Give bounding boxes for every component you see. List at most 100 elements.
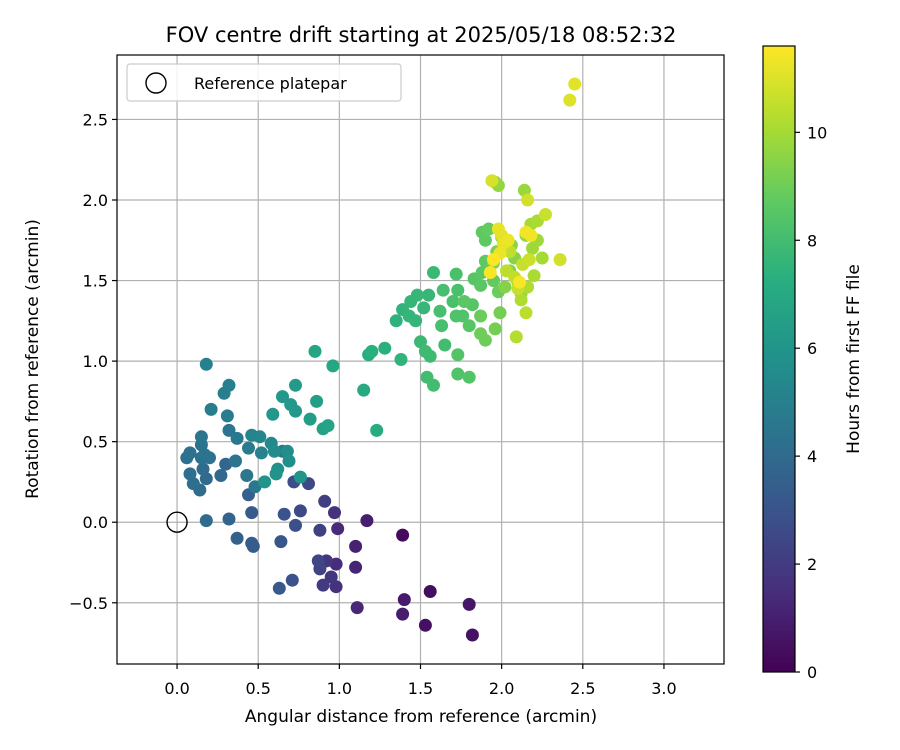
data-point xyxy=(433,304,447,318)
data-point xyxy=(513,275,526,289)
data-point xyxy=(427,266,440,279)
data-point xyxy=(204,402,218,416)
data-point xyxy=(248,480,262,494)
y-tick-label: 1.5 xyxy=(83,272,108,291)
data-point xyxy=(289,378,302,392)
data-point xyxy=(360,514,374,528)
data-point xyxy=(521,193,535,207)
data-point xyxy=(222,512,236,526)
data-point xyxy=(324,570,338,584)
data-point xyxy=(289,518,302,532)
data-point xyxy=(280,444,294,458)
data-point xyxy=(482,222,496,236)
data-point xyxy=(396,607,410,621)
colorbar-tick-label: 6 xyxy=(807,339,817,358)
data-point xyxy=(519,306,533,320)
data-point xyxy=(349,560,363,574)
data-point xyxy=(417,301,431,315)
data-point xyxy=(196,462,210,476)
data-point xyxy=(220,409,234,423)
data-point xyxy=(230,431,244,445)
plot-area xyxy=(116,54,725,665)
data-point xyxy=(389,314,403,328)
data-point xyxy=(219,457,233,471)
data-point xyxy=(418,618,432,632)
x-tick-label: 0.5 xyxy=(245,679,270,698)
data-point xyxy=(222,423,236,437)
data-point xyxy=(274,535,288,549)
data-point xyxy=(370,423,384,437)
data-point xyxy=(456,309,470,323)
legend: Reference platepar xyxy=(126,63,402,102)
data-point xyxy=(553,253,567,267)
data-point xyxy=(229,454,242,468)
legend-marker-reference xyxy=(145,72,167,94)
data-point xyxy=(474,309,488,323)
data-point xyxy=(313,523,327,537)
data-point xyxy=(269,467,283,481)
data-point xyxy=(527,269,541,283)
data-point xyxy=(349,539,363,553)
data-point xyxy=(449,267,463,281)
data-point xyxy=(254,446,268,460)
y-axis-ticks: −0.5 0.0 0.5 1.0 1.5 2.0 2.5 xyxy=(69,110,117,613)
data-point xyxy=(203,451,216,465)
data-point xyxy=(277,507,291,521)
data-point xyxy=(285,573,299,587)
data-point xyxy=(245,536,259,550)
data-point xyxy=(465,628,479,642)
x-tick-label: 2.5 xyxy=(570,679,595,698)
x-tick-label: 1.0 xyxy=(327,679,352,698)
data-point xyxy=(331,522,345,536)
data-point xyxy=(423,349,437,363)
data-point xyxy=(293,470,307,484)
data-point xyxy=(396,528,410,542)
data-point xyxy=(522,253,536,267)
data-point xyxy=(451,283,465,297)
data-point xyxy=(491,222,505,236)
data-point xyxy=(245,506,259,520)
data-point xyxy=(303,412,317,426)
data-point xyxy=(524,228,538,242)
data-point xyxy=(240,469,254,482)
data-point xyxy=(267,444,281,458)
x-axis-label: Angular distance from reference (arcmin) xyxy=(245,707,597,727)
data-point xyxy=(451,367,465,381)
x-tick-label: 1.5 xyxy=(408,679,433,698)
x-tick-label: 2.0 xyxy=(489,679,514,698)
x-tick-label: 3.0 xyxy=(651,679,676,698)
colorbar-gradient xyxy=(762,45,796,673)
data-point xyxy=(194,430,208,444)
data-point xyxy=(321,419,335,433)
colorbar: 0 2 4 6 8 10 Hours from first FF file xyxy=(762,45,864,682)
data-point xyxy=(397,593,411,607)
data-point xyxy=(568,77,582,91)
data-point xyxy=(535,251,549,265)
data-point xyxy=(409,314,423,328)
y-tick-label: 2.5 xyxy=(83,110,108,129)
data-point xyxy=(493,306,507,320)
data-point xyxy=(435,319,449,333)
data-point xyxy=(328,506,341,520)
y-tick-label: 2.0 xyxy=(83,191,108,210)
colorbar-tick-label: 0 xyxy=(807,663,817,682)
data-point xyxy=(311,554,325,568)
data-point xyxy=(563,93,577,107)
data-point xyxy=(483,266,497,279)
data-point xyxy=(350,601,364,615)
y-axis-label: Rotation from reference (arcmin) xyxy=(23,219,43,499)
data-point xyxy=(488,322,502,336)
data-point xyxy=(253,430,267,444)
data-point xyxy=(183,467,197,481)
y-tick-label: 1.0 xyxy=(83,352,108,371)
data-point xyxy=(394,353,408,366)
data-point xyxy=(501,233,515,247)
legend-box xyxy=(126,63,402,102)
data-point xyxy=(422,288,436,302)
data-point xyxy=(282,454,296,468)
data-points xyxy=(166,77,582,642)
data-point xyxy=(266,407,280,421)
data-point xyxy=(410,288,424,302)
data-point xyxy=(183,446,197,460)
data-point xyxy=(308,344,322,358)
